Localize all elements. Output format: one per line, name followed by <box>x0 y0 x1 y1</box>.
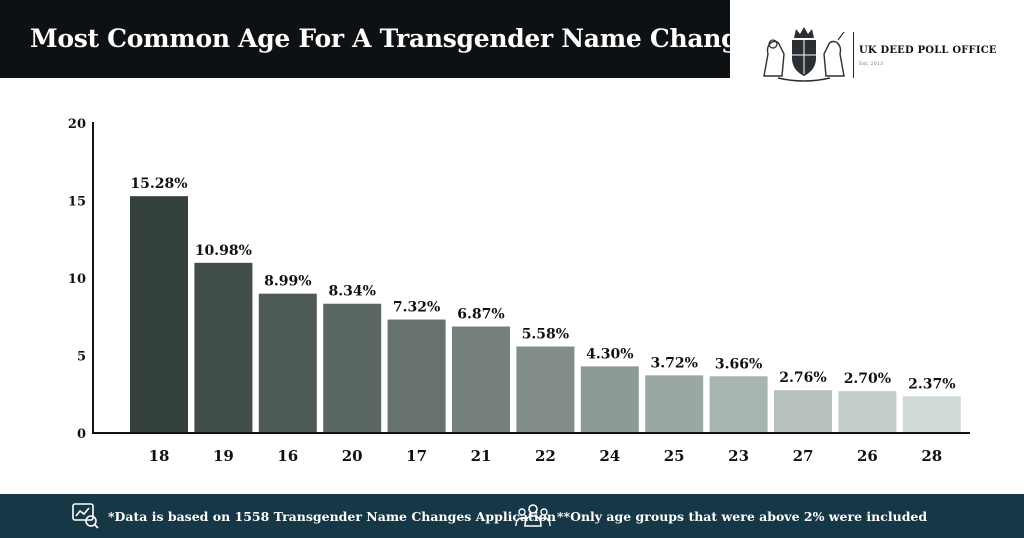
bar-age-21 <box>452 326 510 433</box>
bar-chart: 0 5 10 15 20 15.28% 10.98% 8.99% 8.34% 7.32% 6.87… <box>68 117 970 465</box>
x-tick-label: 27 <box>793 447 814 465</box>
footer-bar: *Data is based on 1558 Transgender Name … <box>0 494 1024 538</box>
x-tick-label: 28 <box>921 447 942 465</box>
bar-age-19 <box>194 262 253 433</box>
chart-title: Most Common Age For A Transgender Name C… <box>30 24 763 53</box>
data-label: 3.66% <box>715 356 762 372</box>
report-chart-icon <box>72 503 99 529</box>
logo-name: UK DEED POLL OFFICE <box>859 45 997 56</box>
data-label: 6.87% <box>457 307 504 323</box>
bar-age-22 <box>516 346 575 433</box>
x-tick-label: 16 <box>277 447 298 465</box>
x-tick-label: 20 <box>342 447 363 465</box>
bar-age-24 <box>580 366 639 433</box>
data-label: 5.58% <box>522 327 569 343</box>
y-axis-ticks: 0 5 10 15 20 <box>68 117 86 442</box>
bar-age-26 <box>838 391 897 433</box>
data-label: 2.76% <box>779 370 826 386</box>
logo-sub: Est. 2013 <box>859 61 884 67</box>
uk-deed-poll-logo: UK DEED POLL OFFICE Est. 2013 <box>758 24 998 84</box>
y-tick-label: 15 <box>68 195 86 210</box>
y-tick-label: 20 <box>68 117 86 132</box>
logo-divider <box>853 32 854 78</box>
data-label: 8.34% <box>328 284 375 300</box>
bar-age-23 <box>709 376 768 433</box>
data-label: 3.72% <box>650 355 697 371</box>
y-tick-label: 10 <box>68 272 86 287</box>
bar-age-28 <box>902 396 961 433</box>
data-label: 4.30% <box>586 346 633 362</box>
bar-age-17 <box>387 319 446 433</box>
x-tick-label: 26 <box>857 447 878 465</box>
bar-age-20 <box>323 303 382 433</box>
x-tick-label: 23 <box>728 447 749 465</box>
data-label: 15.28% <box>130 176 187 192</box>
royal-crest-icon <box>763 27 845 82</box>
x-tick-label: 25 <box>664 447 685 465</box>
data-label: 8.99% <box>264 274 311 290</box>
x-tick-label: 17 <box>406 447 427 465</box>
bar-age-18 <box>130 196 188 433</box>
data-label: 2.37% <box>908 376 955 392</box>
x-tick-label: 18 <box>149 447 170 465</box>
bars <box>130 196 961 433</box>
data-labels: 15.28% 10.98% 8.99% 8.34% 7.32% 6.87% 5.58% 4.3… <box>130 176 955 392</box>
x-tick-label: 24 <box>599 447 620 465</box>
data-label: 10.98% <box>195 243 252 259</box>
footnote-threshold: **Only age groups that were above 2% wer… <box>557 509 928 524</box>
y-tick-label: 0 <box>77 427 86 442</box>
title-bar: Most Common Age For A Transgender Name C… <box>0 0 763 78</box>
bar-age-27 <box>774 390 832 433</box>
data-label: 2.70% <box>844 371 891 387</box>
bar-age-25 <box>645 375 704 433</box>
bar-age-16 <box>258 293 317 433</box>
x-tick-label: 21 <box>471 447 492 465</box>
x-tick-label: 19 <box>213 447 234 465</box>
x-axis-ticks: 18 19 16 20 17 21 22 24 25 23 27 26 28 <box>149 447 943 465</box>
people-group-icon <box>515 504 551 527</box>
x-tick-label: 22 <box>535 447 556 465</box>
y-tick-label: 5 <box>77 350 86 365</box>
footnote-sample-size: *Data is based on 1558 Transgender Name … <box>108 509 556 524</box>
data-label: 7.32% <box>393 300 440 316</box>
